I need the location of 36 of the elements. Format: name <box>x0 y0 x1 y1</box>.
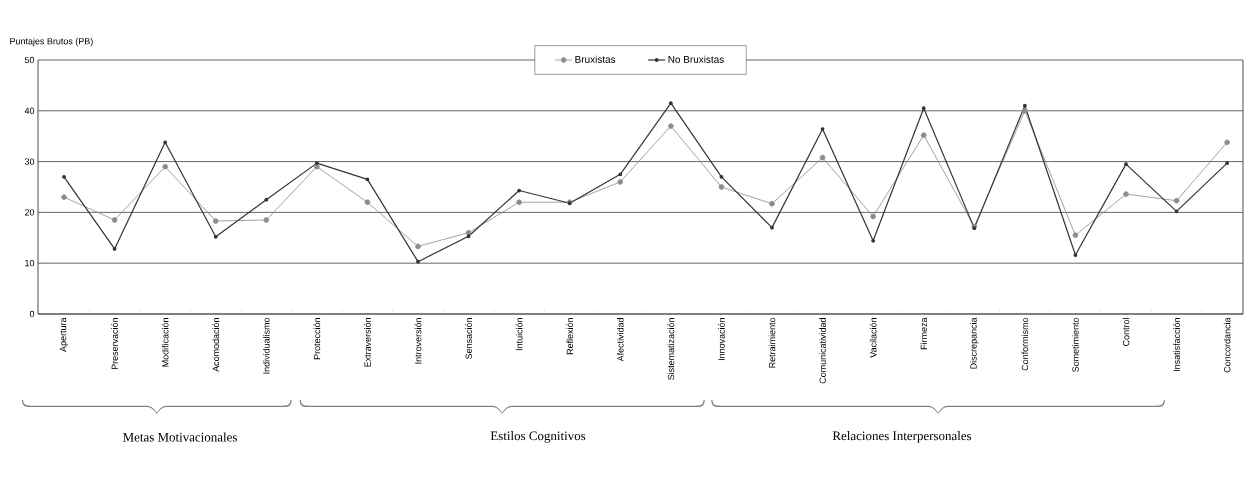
x-tick-label: Insatisfacción <box>1173 318 1180 371</box>
x-tick-label: Preservación <box>111 318 118 370</box>
y-tick-label: 50 <box>24 56 35 64</box>
legend-label: Bruxistas <box>575 55 616 63</box>
x-tick-label: Comunicatividad <box>819 318 826 384</box>
x-tick-label: Intuición <box>515 318 523 351</box>
y-tick-label: 30 <box>24 158 35 165</box>
x-tick-label: Apertura <box>59 317 69 352</box>
x-tick-label: Introversión <box>414 318 422 364</box>
x-tick-label: Protección <box>313 318 321 360</box>
text: Estilos Cognitivos <box>490 431 586 443</box>
x-tick-label: Sistematización <box>667 318 675 380</box>
y-tick-label: 40 <box>24 107 35 114</box>
y-axis-title: Puntajes Brutos (PB) <box>10 37 93 47</box>
text: Relaciones Interpersonales <box>832 431 972 443</box>
y-tick-label: 20 <box>24 209 35 216</box>
x-tick-label: Control <box>1122 318 1130 346</box>
x-tick-label: Innovación <box>718 318 725 361</box>
x-tick-label: Acomodación <box>212 318 220 372</box>
x-tick-label: Firmeza <box>920 317 927 350</box>
x-tick-label: Retraimiento <box>768 317 776 368</box>
x-tick-label: Individualismo <box>263 317 270 374</box>
y-tick-label: 0 <box>29 310 35 318</box>
x-tick-label: Afectividad <box>616 318 624 362</box>
x-tick-label: Sensación <box>465 318 472 359</box>
text: Metas Motivacionales <box>123 432 237 442</box>
x-tick-label: Reflexión <box>566 318 574 355</box>
x-tick-label: Sometimiento <box>1072 317 1079 372</box>
legend-label: No Bruxistas <box>668 55 724 63</box>
x-tick-label: Concordancia <box>1223 317 1231 373</box>
x-tick-label: Modificación <box>161 318 169 367</box>
x-tick-label: Conformismo <box>1021 317 1029 371</box>
x-tick-label: Discrepancia <box>970 317 979 369</box>
y-tick-label: 10 <box>25 260 35 267</box>
x-tick-label: Extraversión <box>364 318 371 367</box>
x-tick-label: Vacilación <box>869 318 877 358</box>
